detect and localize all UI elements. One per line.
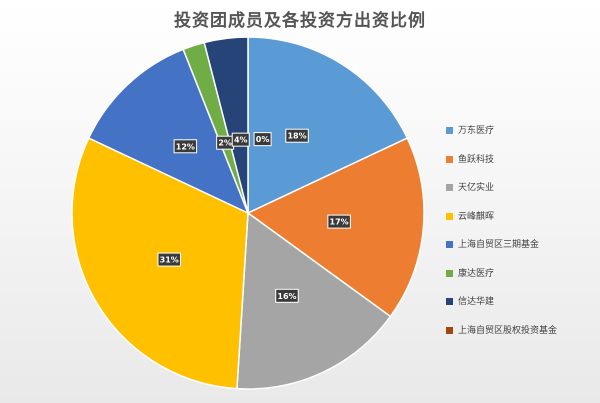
data-label-text: 2%	[218, 139, 232, 148]
legend-label: 云峰麒晖	[458, 211, 495, 222]
data-label-0: 18%	[285, 128, 309, 143]
legend-label: 康达医疗	[458, 268, 495, 279]
data-label-box	[157, 252, 181, 267]
legend-label: 上海自贸区三期基金	[458, 240, 540, 250]
legend-item: 云峰麒晖	[446, 209, 596, 238]
legend-item: 上海自贸区三期基金	[446, 237, 596, 266]
legend-label: 天亿实业	[458, 183, 495, 193]
legend-swatch	[446, 269, 453, 277]
data-label-text: 12%	[176, 142, 195, 151]
data-label-5: 2%	[216, 135, 235, 150]
legend-item: 鱼跃科技	[446, 152, 596, 181]
legend-swatch	[446, 241, 453, 248]
legend-item: 万东医疗	[446, 123, 596, 152]
legend-label: 信达华建	[458, 297, 495, 307]
data-label-text: 4%	[234, 136, 248, 145]
data-label-box	[327, 214, 351, 229]
legend-swatch	[446, 155, 453, 163]
pie-slice-6	[203, 36, 249, 214]
pie-slice-2	[236, 211, 392, 390]
data-label-box	[275, 288, 299, 303]
data-label-4: 12%	[173, 139, 198, 154]
legend: 万东医疗鱼跃科技天亿实业云峰麒晖上海自贸区三期基金 康达医疗信达华建上海自贸区股权…	[446, 123, 596, 351]
data-label-box	[285, 128, 309, 143]
legend-swatch	[446, 326, 453, 334]
data-label-box	[173, 139, 198, 154]
legend-label: 上海自贸区股权投资基金	[458, 325, 558, 336]
data-label-box	[253, 132, 272, 147]
data-label-7: 0%	[253, 132, 272, 147]
legend-item: 天亿实业	[446, 180, 596, 209]
legend-item: 康达医疗	[446, 266, 596, 295]
legend-item: 信达华建	[446, 294, 596, 323]
data-label-text: 16%	[277, 292, 296, 301]
legend-swatch	[446, 212, 453, 220]
data-label-text: 18%	[287, 132, 306, 141]
data-label-text: 0%	[256, 135, 270, 144]
legend-label: 万东医疗	[458, 126, 495, 136]
legend-item: 上海自贸区股权投资基金	[446, 323, 596, 352]
chart-title: 投资团成员及各投资方出资比例	[174, 11, 426, 31]
data-label-3: 31%	[157, 252, 181, 267]
pie-slice-4	[87, 48, 250, 215]
pie-slice-0	[247, 36, 409, 215]
data-label-2: 16%	[275, 288, 299, 303]
data-label-text: 17%	[330, 218, 349, 227]
legend-swatch	[446, 184, 453, 191]
legend-swatch	[446, 298, 453, 305]
data-label-1: 17%	[327, 214, 351, 229]
legend-label: 鱼跃科技	[458, 154, 495, 165]
legend-swatch	[446, 127, 453, 134]
data-label-text: 31%	[160, 256, 179, 265]
data-label-box	[231, 132, 250, 147]
data-label-6: 4%	[231, 132, 250, 147]
